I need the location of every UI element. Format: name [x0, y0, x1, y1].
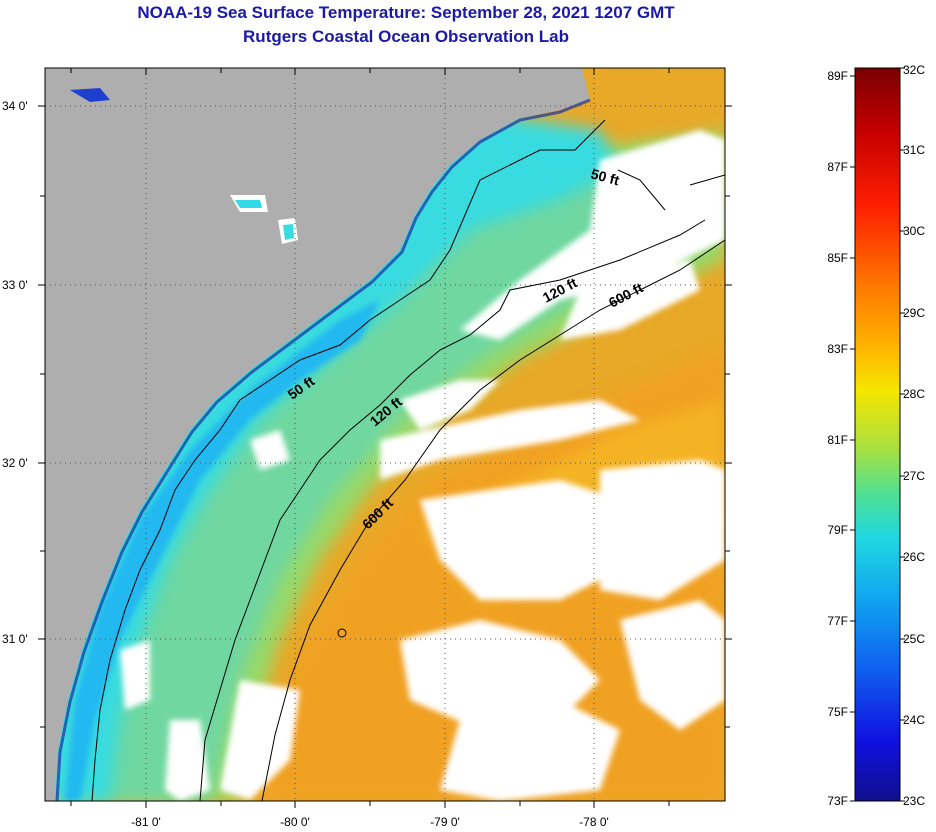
colorbar-f-label: 83F	[827, 342, 848, 356]
colorbar-ticks	[850, 67, 905, 802]
colorbar-c-label: 31C	[903, 143, 925, 157]
colorbar-c-label: 24C	[903, 713, 925, 727]
lon-tick-label: -80 0'	[280, 815, 310, 829]
lon-tick-label: -81 0'	[131, 815, 161, 829]
colorbar-f-label: 87F	[827, 160, 848, 174]
lon-tick-label: -79 0'	[430, 815, 460, 829]
colorbar-c-label: 23C	[903, 794, 925, 808]
colorbar-c-label: 27C	[903, 469, 925, 483]
colorbar-c-label: 29C	[903, 306, 925, 320]
colorbar-f-label: 85F	[827, 251, 848, 265]
land-mass	[45, 68, 590, 801]
map-plot-area	[45, 68, 725, 801]
colorbar	[854, 67, 901, 802]
cloud-cover	[120, 130, 725, 801]
colorbar-f-label: 77F	[827, 614, 848, 628]
axis-ticks	[38, 68, 732, 808]
colorbar-f-label: 81F	[827, 433, 848, 447]
colorbar-f-label: 79F	[827, 523, 848, 537]
colorbar-f-label: 75F	[827, 705, 848, 719]
contour-600ft	[261, 239, 725, 801]
lat-tick-label: 31 0'	[2, 632, 28, 646]
lat-lon-grid	[45, 68, 725, 801]
lat-tick-label: 32 0'	[2, 456, 28, 470]
colorbar-f-label: 73F	[827, 794, 848, 808]
colorbar-c-label: 30C	[903, 224, 925, 238]
colorbar-c-label: 25C	[903, 632, 925, 646]
lat-tick-label: 34 0'	[2, 99, 28, 113]
colorbar-f-label: 89F	[827, 69, 848, 83]
map-title: NOAA-19 Sea Surface Temperature: Septemb…	[137, 3, 675, 22]
colorbar-c-label: 32C	[903, 63, 925, 77]
colorbar-c-label: 26C	[903, 550, 925, 564]
contour-label-50ft: 50 ft	[589, 165, 621, 188]
contour-120ft	[199, 219, 706, 801]
map-subtitle: Rutgers Coastal Ocean Observation Lab	[243, 27, 569, 46]
lat-tick-label: 33 0'	[2, 278, 28, 292]
lon-tick-label: -78 0'	[579, 815, 609, 829]
contour-50ft	[91, 119, 606, 801]
map-frame	[44, 67, 726, 802]
colorbar-c-label: 28C	[903, 387, 925, 401]
